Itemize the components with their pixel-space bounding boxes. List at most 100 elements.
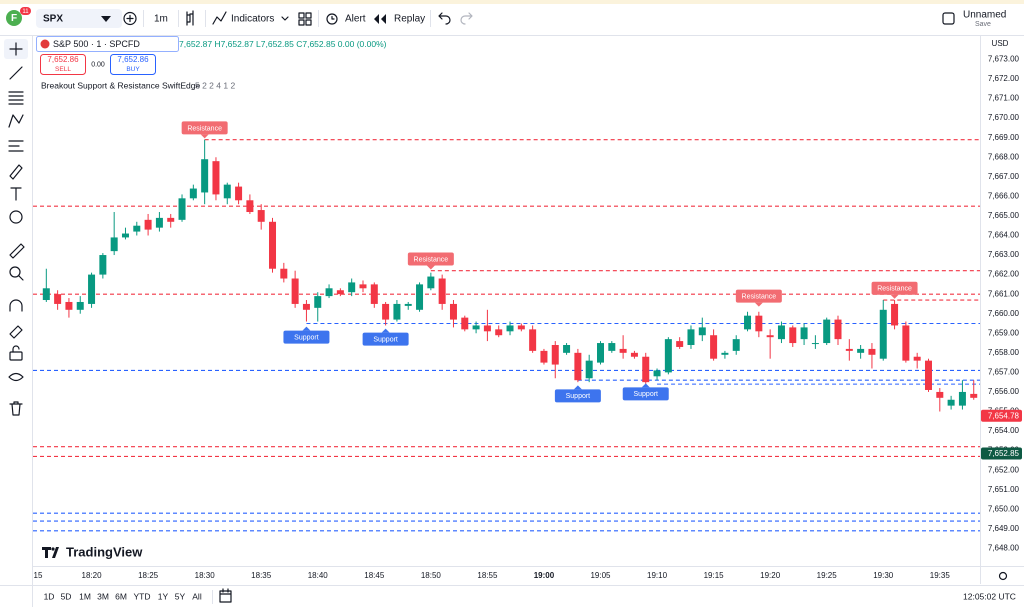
range-button[interactable]: 1Y (158, 591, 169, 601)
sell-label[interactable]: SELL (55, 66, 71, 73)
candle-body (314, 296, 322, 308)
range-button[interactable]: 6M (115, 591, 127, 601)
alert-button[interactable]: Alert (345, 14, 366, 25)
buy-price[interactable]: 7,652.86 (117, 55, 149, 64)
delete-tool[interactable] (9, 401, 23, 416)
replay-button[interactable]: Replay (394, 14, 425, 25)
range-button[interactable]: 5D (61, 591, 72, 601)
undo[interactable] (438, 12, 451, 25)
y-tick-label: 7,657.00 (988, 367, 1020, 376)
save-button[interactable]: Save (975, 21, 991, 28)
y-tick-label: 7,660.00 (988, 309, 1020, 318)
annotation-pointer (200, 134, 209, 139)
candle-body (416, 284, 424, 310)
candle-body (449, 303, 457, 320)
candle-body (732, 339, 740, 351)
price-label-box (981, 409, 1022, 422)
annotation-pointer (754, 302, 763, 307)
candle-body (246, 200, 254, 213)
candle-body (336, 290, 344, 295)
candle-body (472, 325, 480, 330)
stay-drawing-tool[interactable] (9, 325, 23, 339)
emoji-tool[interactable] (9, 210, 23, 224)
buy-button[interactable] (110, 54, 156, 75)
clock: 12:05:02 UTC (963, 591, 1016, 601)
plot-area: Resistance Resistance Resistance Resistance… (33, 121, 980, 532)
y-tick-label: 7,670.00 (988, 113, 1020, 122)
candle-body (302, 303, 310, 310)
indicators-button[interactable]: Indicators (231, 14, 274, 25)
top-toolbar (0, 4, 1024, 35)
avatar[interactable]: F 11 (6, 7, 31, 26)
symbol-search[interactable] (36, 9, 122, 28)
candle-body (382, 303, 390, 320)
x-tick-label: 19:20 (760, 571, 781, 580)
candle-body (563, 345, 571, 353)
y-tick-label: 7,663.00 (988, 250, 1020, 259)
redo[interactable] (460, 12, 473, 25)
zoom-tool[interactable] (9, 266, 21, 278)
fib-tool[interactable] (8, 91, 24, 105)
sell-button[interactable] (40, 54, 86, 75)
alert-hand (331, 15, 335, 20)
candle-body (924, 360, 932, 390)
left-toolbar (4, 39, 28, 416)
axis-settings[interactable] (998, 571, 1008, 581)
layouts[interactable] (298, 12, 312, 26)
magnet-tool[interactable] (9, 299, 23, 312)
annotation-box (735, 289, 782, 303)
range-button[interactable]: YTD (134, 591, 151, 601)
pattern-tool[interactable] (8, 114, 24, 128)
goto-date[interactable] (219, 588, 232, 603)
y-tick-label: 7,672.00 (988, 74, 1020, 83)
candle-body (777, 325, 785, 340)
text-tool[interactable] (10, 187, 22, 201)
annotation-box (554, 389, 601, 403)
candle-body (483, 325, 491, 332)
lock-tool[interactable] (9, 351, 23, 361)
range-button[interactable]: All (192, 591, 202, 601)
chart-type[interactable] (186, 10, 194, 26)
layout-name[interactable]: Unnamed (963, 10, 1006, 21)
range-button[interactable]: 5Y (175, 591, 186, 601)
hide-tool[interactable] (8, 372, 24, 382)
candle-body (291, 278, 299, 304)
avatar-letter: F (11, 13, 17, 24)
annotation-label: Resistance (877, 286, 912, 293)
candle-body (823, 319, 831, 344)
candle-body (155, 217, 163, 228)
range-button[interactable]: 3M (97, 591, 109, 601)
sell-price[interactable]: 7,652.86 (47, 55, 79, 64)
layout-checkbox[interactable] (942, 12, 955, 25)
crosshair-tool[interactable] (9, 42, 23, 56)
chevron[interactable] (281, 16, 289, 21)
interval[interactable]: 1m (154, 14, 168, 25)
annotation-box (181, 121, 228, 135)
badge (20, 7, 31, 15)
indicator-params: 5 2 2 4 1 2 (195, 80, 235, 90)
y-tick-label: 7,667.00 (988, 172, 1020, 181)
annotation-label: Resistance (742, 293, 777, 300)
range-button[interactable]: 1D (44, 591, 55, 601)
legend-symbol[interactable]: S&P 500 · 1 · SPCFD (53, 39, 140, 49)
buy-label[interactable]: BUY (126, 66, 140, 73)
currency[interactable]: USD (992, 39, 1009, 48)
annotation-box (283, 330, 330, 344)
x-tick-label: 15 (34, 571, 43, 580)
candle-body (325, 288, 333, 297)
tv-logo (42, 547, 59, 558)
prediction-tool[interactable] (8, 140, 24, 152)
candle-body (902, 325, 910, 361)
y-tick-label: 7,649.00 (988, 524, 1020, 533)
candle-body (766, 335, 774, 338)
add-symbol[interactable] (123, 11, 137, 26)
indicator-name[interactable]: Breakout Support & Resistance SwiftEdge (41, 80, 200, 90)
symbol[interactable]: SPX (43, 14, 63, 25)
brush-tool[interactable] (9, 164, 23, 180)
ruler-tool[interactable] (9, 243, 25, 259)
range-button[interactable]: 1M (79, 591, 91, 601)
trend-line-tool[interactable] (9, 66, 23, 80)
legend-box[interactable] (36, 36, 179, 52)
